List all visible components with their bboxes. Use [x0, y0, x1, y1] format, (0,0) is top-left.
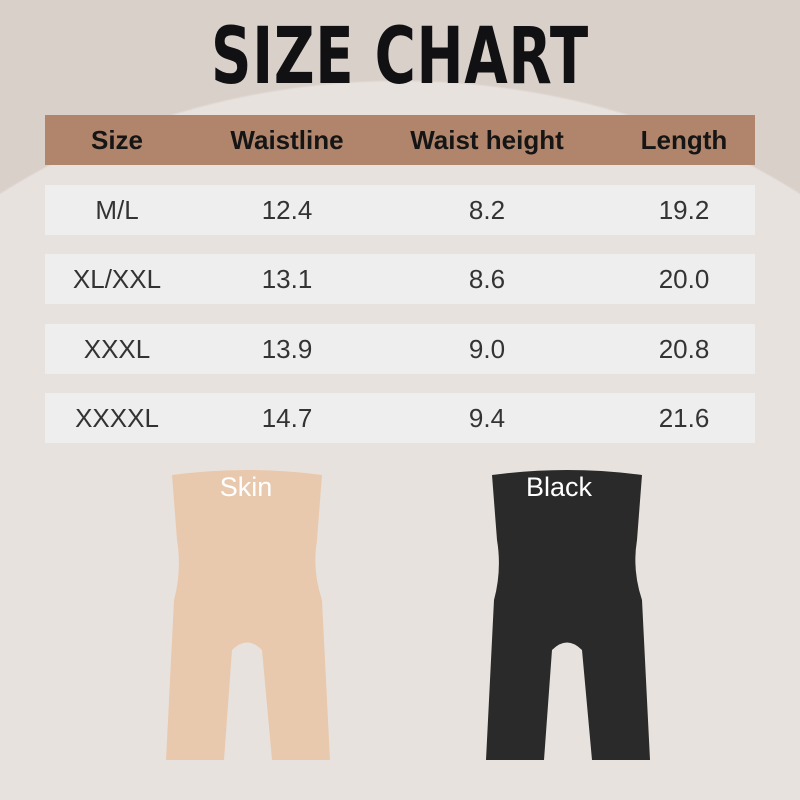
cell-waistline: 12.4 — [261, 195, 313, 225]
cell-waistline: 13.9 — [261, 334, 313, 364]
cell-waist-height: 9.4 — [468, 403, 506, 433]
cell-length: 20.0 — [658, 264, 710, 294]
skin-label: Skin — [219, 472, 273, 502]
skin-shapewear-image — [166, 470, 330, 760]
table-row: XXXL 13.9 9.0 20.8 — [45, 324, 755, 374]
cell-waistline: 13.1 — [261, 264, 313, 294]
cell-size: XXXL — [83, 334, 151, 364]
header-waistline: Waistline — [230, 125, 344, 155]
black-label: Black — [525, 472, 593, 502]
cell-waist-height: 9.0 — [468, 334, 506, 364]
cell-waist-height: 8.2 — [468, 195, 506, 225]
page-title: SIZE CHART — [211, 12, 589, 102]
table-row: M/L 12.4 8.2 19.2 — [45, 185, 755, 235]
table-row: XXXXL 14.7 9.4 21.6 — [45, 393, 755, 443]
cell-size: M/L — [95, 195, 139, 225]
cell-length: 20.8 — [658, 334, 710, 364]
black-shapewear-image — [486, 470, 650, 760]
cell-waistline: 14.7 — [261, 403, 313, 433]
cell-length: 19.2 — [658, 195, 710, 225]
header-length: Length — [640, 125, 728, 155]
table-row: XL/XXL 13.1 8.6 20.0 — [45, 254, 755, 304]
cell-length: 21.6 — [658, 403, 710, 433]
header-size: Size — [90, 125, 144, 155]
cell-waist-height: 8.6 — [468, 264, 506, 294]
table-header: Size Waistline Waist height Length — [45, 115, 755, 165]
cell-size: XL/XXL — [72, 264, 162, 294]
header-waist-height: Waist height — [410, 125, 564, 155]
cell-size: XXXXL — [75, 403, 159, 433]
